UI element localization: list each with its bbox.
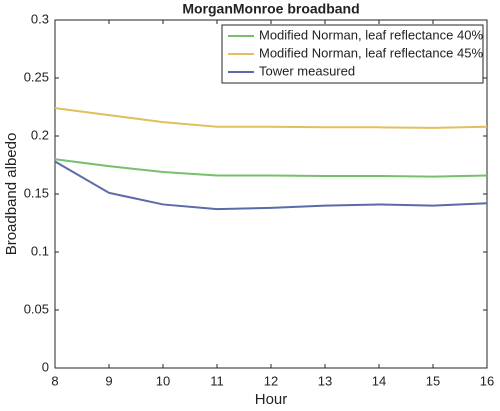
x-tick-label: 11 [210,373,224,388]
line-series [54,107,488,129]
x-tick-label: 13 [318,373,332,388]
y-tick-label: 0.3 [31,11,49,26]
y-tick-label: 0 [42,359,49,374]
y-axis-label: Broadband albedo [3,133,20,256]
legend-label: Tower measured [259,63,355,78]
x-tick-label: 15 [426,373,440,388]
x-tick-label: 16 [480,373,494,388]
x-tick-label: 8 [51,373,58,388]
x-tick-label: 10 [156,373,170,388]
line-series [54,158,488,178]
x-tick-label: 12 [264,373,278,388]
x-tick-label: 9 [105,373,112,388]
chart-title: MorganMonroe broadband [182,1,359,17]
x-axis-label: Hour [255,391,288,408]
line-series [54,160,488,211]
legend-label: Modified Norman, leaf reflectance 45% [259,45,483,60]
y-tick-label: 0.15 [24,185,49,200]
y-tick-label: 0.05 [24,301,49,316]
y-tick-label: 0.25 [24,69,49,84]
y-tick-label: 0.1 [31,243,49,258]
legend-box [221,24,484,84]
y-tick-label: 0.2 [31,127,49,142]
legend: Modified Norman, leaf reflectance 40% Mod… [221,24,484,84]
legend-label: Modified Norman, leaf reflectance 40% [259,27,483,42]
x-tick-label: 14 [372,373,386,388]
